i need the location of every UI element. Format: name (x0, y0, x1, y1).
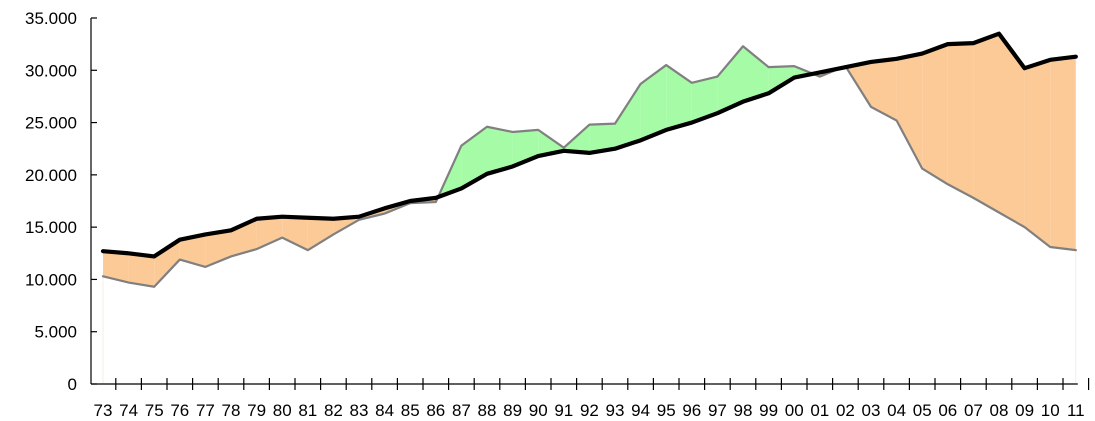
x-tick-label: 74 (119, 401, 138, 420)
x-tick-label: 97 (708, 401, 727, 420)
x-tick-label: 83 (350, 401, 369, 420)
difference-fill-09 (1024, 59, 1051, 248)
difference-fill-80 (282, 216, 308, 251)
difference-fill-90 (538, 129, 564, 157)
difference-fill-10 (1050, 56, 1076, 251)
series-line-black (100, 31, 1078, 259)
difference-fill-07 (973, 33, 999, 213)
axes: 0 5.000 10.000 15.000 20.000 25.000 30.000 35.0… (25, 9, 1090, 420)
difference-fill-96 (691, 76, 718, 123)
difference-fill-76 (179, 234, 206, 267)
difference-fill-03 (871, 58, 897, 121)
x-tick-label: 78 (222, 401, 241, 420)
x-tick-label: 75 (145, 401, 164, 420)
series-lines (100, 31, 1078, 288)
x-tick-label: 77 (196, 401, 215, 420)
difference-fill-04 (896, 53, 923, 169)
x-tick-label: 05 (913, 401, 932, 420)
difference-fill-92 (589, 123, 615, 153)
x-tick-label: 03 (862, 401, 881, 420)
x-tick-label: 95 (657, 401, 676, 420)
x-tick-label: 10 (1041, 401, 1060, 420)
y-tick-label: 5.000 (34, 323, 77, 342)
y-tick-label: 10.000 (25, 270, 77, 289)
x-tick-label: 06 (938, 401, 957, 420)
x-tick-label: 93 (606, 401, 625, 420)
x-tick-label: 82 (324, 401, 343, 420)
difference-fill-95 (666, 65, 692, 130)
x-tick-label: 09 (1015, 401, 1034, 420)
x-tick-label: 81 (298, 401, 317, 420)
x-tick-label: 08 (990, 401, 1009, 420)
difference-fill-79 (256, 216, 283, 250)
x-tick-label: 73 (94, 401, 113, 420)
x-tick-label: 94 (631, 401, 650, 420)
difference-fill-94 (640, 65, 667, 141)
difference-fill-99 (768, 66, 795, 94)
x-tick-label: 01 (810, 401, 829, 420)
difference-fill-74 (128, 253, 155, 287)
x-tick-label: 87 (452, 401, 471, 420)
x-tick-label: 02 (836, 401, 855, 420)
x-tick-label: 89 (503, 401, 522, 420)
y-tick-label: 25.000 (25, 114, 77, 133)
difference-fill-75 (154, 239, 180, 287)
difference-fill-93 (615, 83, 641, 149)
difference-fill-98 (743, 46, 769, 102)
x-tick-label: 86 (426, 401, 445, 420)
x-tick-label: 85 (401, 401, 420, 420)
difference-fill-05 (922, 44, 948, 185)
x-tick-label: 84 (375, 401, 394, 420)
difference-fill-06 (947, 43, 974, 198)
x-tick-label: 99 (759, 401, 778, 420)
x-tick-label: 80 (273, 401, 292, 420)
difference-fill-81 (307, 217, 334, 251)
x-tick-label: 88 (478, 401, 497, 420)
y-tick-label: 30.000 (25, 61, 77, 80)
series-line-gray (101, 45, 1077, 288)
difference-fill-88 (487, 126, 513, 174)
difference-fill-77 (205, 230, 231, 267)
x-tick-label: 04 (887, 401, 906, 420)
difference-fills (102, 33, 1077, 384)
x-tick-label: 76 (170, 401, 189, 420)
x-tick-label: 00 (785, 401, 804, 420)
y-tick-label: 15.000 (25, 218, 77, 237)
y-tick-label: 0 (68, 375, 77, 394)
difference-fill-73 (103, 251, 129, 283)
x-tick-label: 79 (247, 401, 266, 420)
x-tick-label: 07 (964, 401, 983, 420)
x-tick-label: 98 (734, 401, 753, 420)
x-tick-label: 90 (529, 401, 548, 420)
y-tick-label: 20.000 (25, 166, 77, 185)
x-tick-label: 92 (580, 401, 599, 420)
difference-fill-08 (999, 33, 1025, 228)
y-tick-label: 35.000 (25, 9, 77, 28)
x-tick-label: 11 (1067, 401, 1085, 420)
x-tick-label: 91 (554, 401, 573, 420)
x-tick-label: 96 (682, 401, 701, 420)
difference-fill-97 (717, 46, 743, 114)
